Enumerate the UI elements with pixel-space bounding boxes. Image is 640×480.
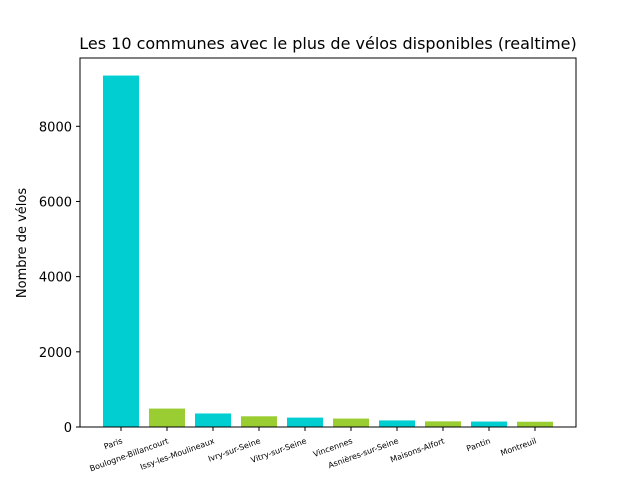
y-tick-label: 8000 [39,120,72,135]
bar-vitry-sur-seine [287,417,323,427]
x-tick-label: Paris [103,436,124,451]
bar-issy-les-moulineaux [195,413,231,427]
x-axis: ParisBoulogne-BillancourtIssy-les-Moulin… [88,427,538,473]
x-tick-label: Montreuil [499,436,537,457]
y-tick-label: 0 [64,421,72,436]
bar-ivry-sur-seine [241,416,277,427]
bars-group [103,75,553,427]
bar-paris [103,75,139,427]
plot-frame [79,57,577,428]
bar-montreuil [517,421,553,427]
bar-pantin [471,421,507,427]
bar-vincennes [333,418,369,427]
chart-title: Les 10 communes avec le plus de vélos di… [79,34,577,53]
y-tick-label: 4000 [39,271,72,286]
y-tick-label: 2000 [39,346,72,361]
bar-maisons-alfort [425,421,461,427]
bar-boulogne-billancourt [149,408,185,427]
bar-asni-res-sur-seine [379,420,415,427]
y-tick-label: 6000 [39,195,72,210]
x-tick-label: Boulogne-Billancourt [88,436,169,473]
y-axis: 0 2000 4000 6000 8000 [39,120,80,436]
y-axis-label: Nombre de vélos [15,188,30,298]
x-tick-label: Pantin [465,436,491,453]
